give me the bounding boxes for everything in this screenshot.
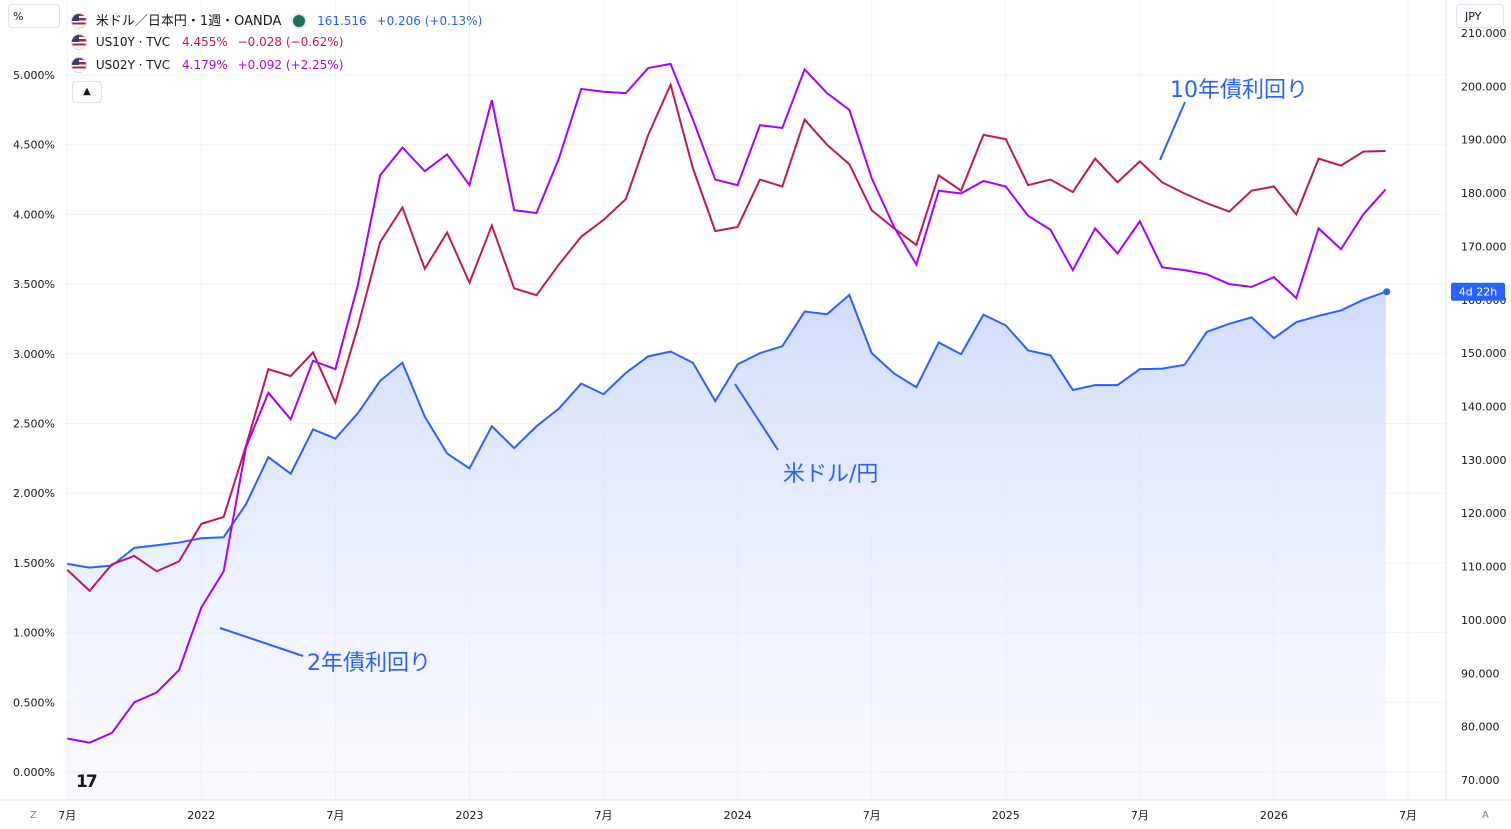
time-axis-tick-label: 7月	[1399, 809, 1417, 822]
price-tag-background	[1451, 282, 1505, 301]
right-axis-tick-label: 130.000	[1461, 454, 1507, 467]
legend-us10y[interactable]: US10Y · TVC 4.455% −0.028 (−0.62%)	[72, 35, 349, 49]
left-axis-tick-label: 3.500%	[13, 278, 55, 291]
us02y-label: US02Y · TVC	[95, 58, 171, 72]
annotation-2y: 2年債利回り	[307, 651, 431, 676]
right-axis-tick-label: 80.000	[1461, 721, 1500, 734]
last-price-dot	[1383, 288, 1391, 296]
annotation-leader-lines	[219, 101, 1186, 657]
right-axis-tick-label: 140.000	[1461, 401, 1507, 414]
leader-line-10y	[1159, 101, 1186, 161]
leader-line-2y	[219, 627, 304, 657]
time-axis-tick-label: 7月	[863, 809, 881, 822]
us10y-price: 4.455%	[182, 35, 228, 49]
time-scale[interactable]: 7月 2022 7月 2023 7月 2024 7月 2025 7月 2026 7月	[0, 799, 1511, 822]
time-axis-tick-label: 2026	[1260, 809, 1288, 822]
us02y-price: 4.179%	[182, 58, 228, 72]
leader-line-usdjpy	[734, 383, 779, 451]
main-series-label: 米ドル／日本円・1週・OANDA	[95, 14, 282, 29]
right-scale-unit: JPY	[1465, 10, 1482, 23]
left-scale-unit-button[interactable]: %	[8, 4, 60, 28]
main-series-change: +0.206 (+0.13%)	[376, 14, 483, 28]
right-axis-tick-label: 120.000	[1461, 507, 1507, 520]
last-price-marker: 4d 22h	[1383, 282, 1505, 301]
legend-us02y[interactable]: US02Y · TVC 4.179% +0.092 (+2.25%)	[72, 58, 349, 72]
left-axis-tick-label: 1.500%	[13, 557, 55, 570]
market-status-icon[interactable]	[293, 15, 306, 27]
annotation-usdjpy: 米ドル/円	[783, 462, 879, 487]
usdjpy-area	[67, 291, 1386, 800]
left-axis-tick-label: 5.000%	[13, 69, 55, 82]
right-price-scale[interactable]: 70.000 80.000 90.000 100.000 110.000 120.000 1…	[1445, 0, 1507, 800]
right-axis-tick-label: 180.000	[1461, 187, 1507, 200]
left-price-scale[interactable]: 0.000% 0.500% 1.000% 1.500% 2.000% 2.500% 3.00…	[13, 69, 55, 779]
right-axis-tick-label: 70.000	[1461, 774, 1500, 787]
annotation-10y: 10年債利回り	[1170, 78, 1308, 103]
time-axis-tick-label: 7月	[595, 809, 613, 822]
scale-mode-left[interactable]: Z	[30, 810, 37, 821]
right-axis-tick-label: 210.000	[1461, 27, 1507, 40]
legend-collapse-button[interactable]: ▲	[72, 81, 102, 103]
left-axis-tick-label: 0.500%	[13, 696, 55, 709]
right-axis-tick-label: 90.000	[1461, 667, 1500, 680]
us02y-change: +0.092 (+2.25%)	[237, 58, 344, 72]
left-axis-tick-label: 0.000%	[13, 766, 55, 779]
main-series-price: 161.516	[317, 14, 367, 28]
right-scale-unit-button[interactable]: JPY	[1456, 4, 1504, 28]
right-axis-tick-label: 200.000	[1461, 80, 1507, 93]
series-layer	[66, 62, 1387, 800]
us10y-line	[66, 81, 1386, 593]
us-jp-flag-icon	[72, 14, 86, 28]
time-axis-tick-label: 7月	[1131, 809, 1149, 822]
us10y-label: US10Y · TVC	[95, 35, 171, 49]
usdjpy-line	[67, 290, 1386, 569]
left-axis-tick-label: 4.500%	[13, 139, 55, 152]
time-axis-tick-label: 7月	[326, 809, 344, 822]
time-axis-tick-label: 2023	[455, 809, 483, 822]
legend-main-series[interactable]: 米ドル／日本円・1週・OANDA 161.516 +0.206 (+0.13%)	[72, 10, 488, 29]
us-flag-icon	[72, 58, 86, 72]
us-flag-icon	[72, 35, 86, 49]
us10y-change: −0.028 (−0.62%)	[237, 35, 344, 49]
left-scale-unit: %	[13, 10, 24, 23]
left-axis-tick-label: 2.000%	[13, 487, 55, 500]
left-axis-tick-label: 1.000%	[13, 627, 55, 640]
left-axis-tick-label: 4.000%	[13, 208, 55, 221]
right-axis-tick-label: 150.000	[1461, 347, 1507, 360]
right-axis-tick-label: 100.000	[1461, 614, 1507, 627]
right-axis-tick-label: 170.000	[1461, 240, 1507, 253]
tradingview-logo[interactable]: 17	[76, 772, 98, 792]
price-tag-countdown: 4d 22h	[1459, 286, 1497, 299]
scale-mode-right[interactable]: A	[1482, 810, 1489, 821]
left-axis-tick-label: 3.000%	[13, 348, 55, 361]
right-axis-tick-label: 110.000	[1461, 561, 1507, 574]
chevron-up-icon: ▲	[83, 86, 91, 97]
time-axis-tick-label: 7月	[58, 809, 76, 822]
left-axis-tick-label: 2.500%	[13, 418, 55, 431]
time-axis-tick-label: 2024	[724, 809, 752, 822]
time-axis-tick-label: 2022	[187, 809, 215, 822]
us02y-line	[67, 62, 1387, 744]
time-axis-tick-label: 2025	[992, 809, 1020, 822]
right-axis-tick-label: 190.000	[1461, 134, 1507, 147]
